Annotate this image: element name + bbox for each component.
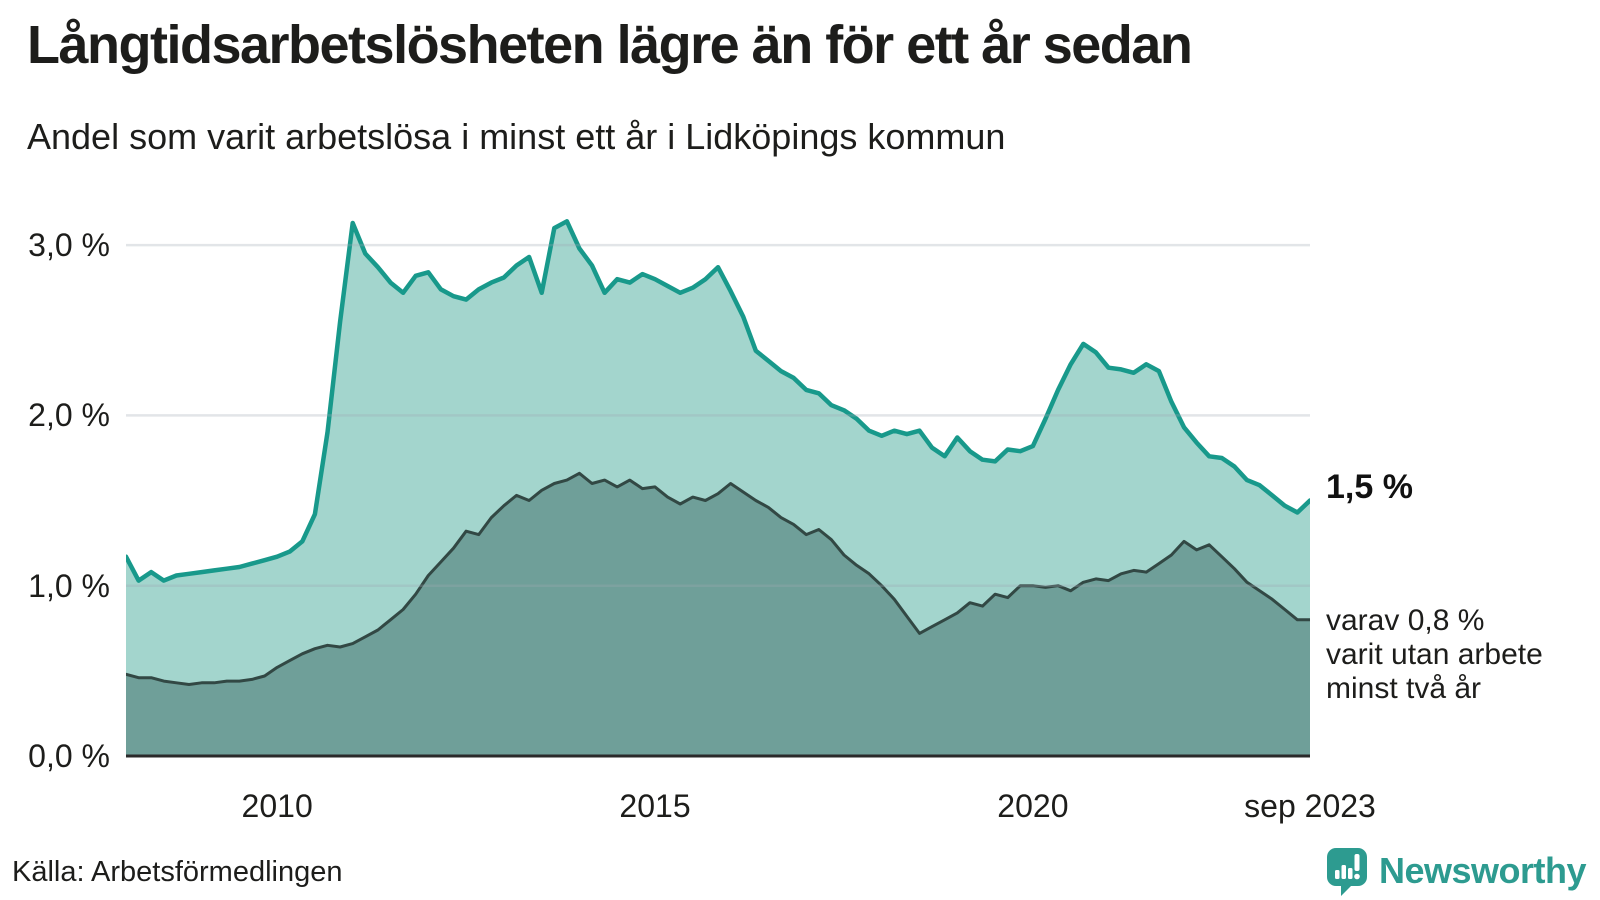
y-axis-tick-2: 2,0 % — [28, 397, 110, 434]
page-subtitle: Andel som varit arbetslösa i minst ett å… — [27, 116, 1006, 157]
series-area-unemployed-2yr — [126, 473, 1310, 756]
newsworthy-wordmark: Newsworthy — [1378, 850, 1587, 891]
two-year-note-line3: minst två år — [1326, 672, 1482, 705]
y-axis-tick-0: 0,0 % — [28, 738, 110, 774]
y-axis-tick-1: 1,0 % — [28, 567, 110, 604]
newsworthy-logo: Newsworthy — [1325, 846, 1587, 896]
y-axis-tick-3: 3,0 % — [28, 227, 110, 264]
source-credit: Källa: Arbetsförmedlingen — [12, 856, 343, 888]
horizontal-gridlines — [126, 243, 1310, 587]
x-axis-tick-sep-2023: sep 2023 — [1244, 788, 1376, 824]
latest-value-label: 1,5 % — [1326, 468, 1413, 506]
chart-plot-area — [126, 210, 1310, 762]
x-axis-tick-2010: 2010 — [241, 788, 313, 824]
area-chart-svg — [126, 219, 1310, 758]
page-title: Långtidsarbetslösheten lägre än för ett … — [27, 15, 1193, 75]
two-year-note-line1: varav 0,8 % — [1326, 604, 1485, 637]
x-axis-tick-2020: 2020 — [997, 788, 1069, 824]
x-axis-tick-2015: 2015 — [619, 788, 691, 824]
two-year-note-line2: varit utan arbete — [1326, 638, 1543, 671]
series-line-unemployed-1yr — [126, 219, 1310, 583]
newsworthy-bubble-icon — [1326, 848, 1367, 896]
series-line-unemployed-2yr — [126, 471, 1310, 686]
two-year-note: varav 0,8 % varit utan arbete minst två … — [1326, 604, 1543, 706]
